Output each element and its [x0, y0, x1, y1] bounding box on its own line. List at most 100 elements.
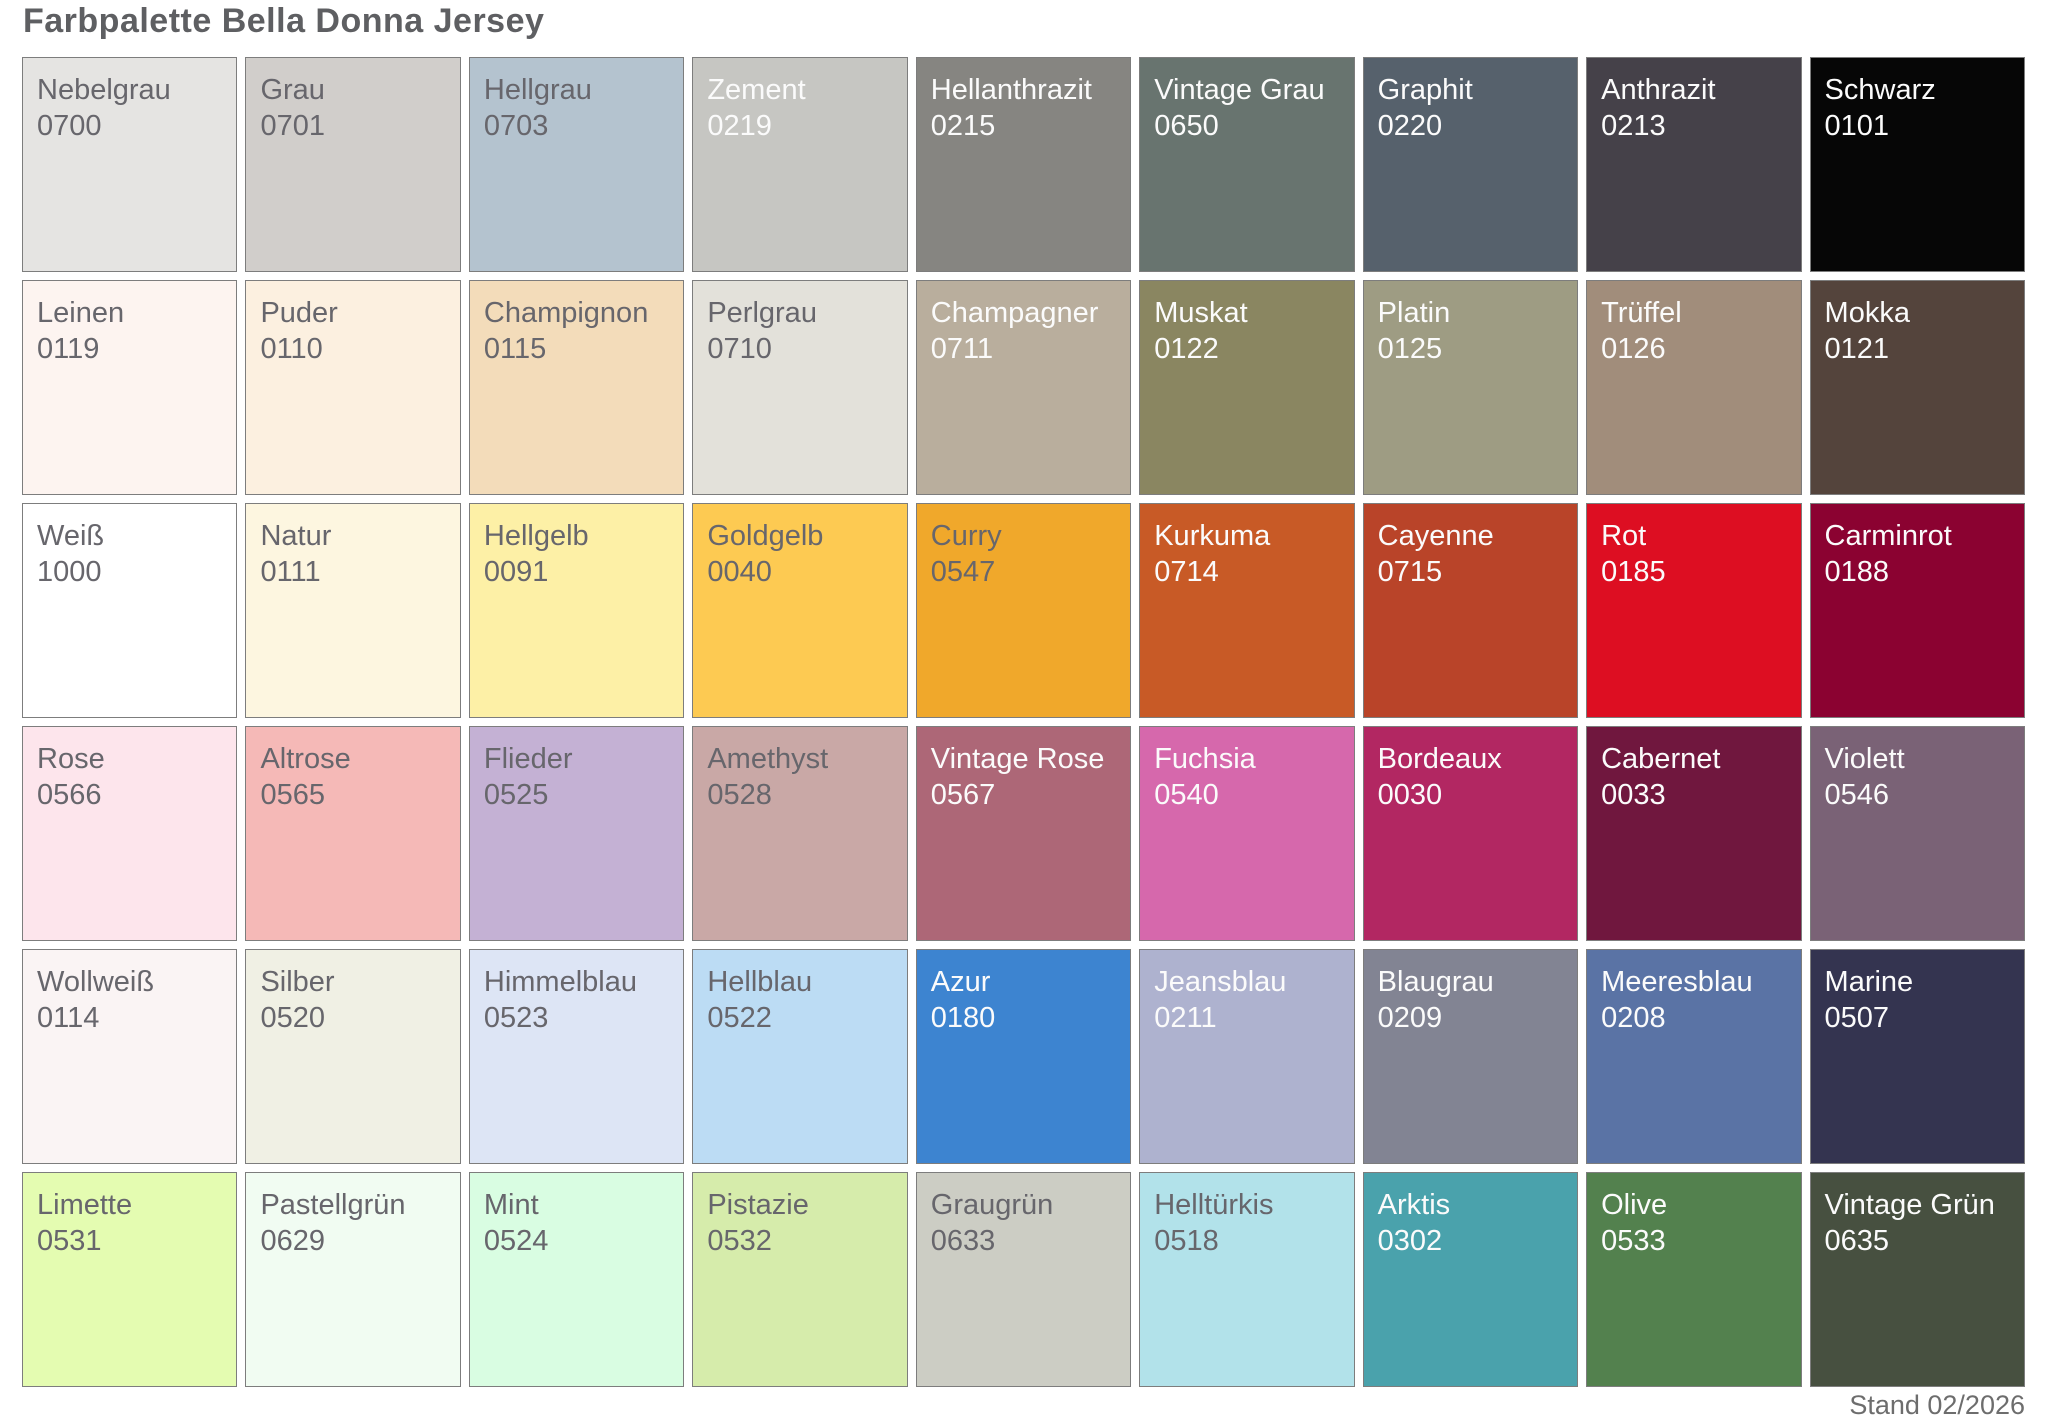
swatch-name-label: Kurkuma [1154, 520, 1271, 552]
swatch-0714: Kurkuma 0714 [1139, 503, 1355, 718]
swatch-name-label: Arktis [1377, 1189, 1451, 1221]
swatch-code-label: 0213 [1601, 110, 1666, 142]
swatch-code-label: 0033 [1601, 779, 1666, 811]
swatch-0523: Himmelblau 0523 [468, 949, 685, 1164]
swatch-name-label: Blaugrau [1377, 966, 1494, 998]
swatch-0119: Leinen 0119 [22, 280, 238, 495]
swatch-0302: Arktis 0302 [1362, 1172, 1579, 1387]
swatch-name-label: Mokka [1824, 297, 1910, 329]
swatch-name-label: Cabernet [1601, 743, 1721, 775]
swatch-0040: Goldgelb 0040 [692, 503, 908, 718]
swatch-name-label: Hellanthrazit [930, 74, 1092, 106]
swatch-code-label: 0650 [1154, 110, 1219, 142]
swatch-code-label: 0209 [1377, 1002, 1443, 1034]
swatch-name-label: Violett [1824, 743, 1905, 775]
swatch-0629: Pastellgrün 0629 [245, 1172, 461, 1387]
swatch-name-label: Mint [483, 1189, 539, 1221]
swatch-code-label: 0122 [1154, 333, 1219, 365]
swatch-name-label: Graugrün [930, 1189, 1054, 1221]
swatch-code-label: 0714 [1154, 556, 1219, 588]
swatch-0122: Muskat 0122 [1139, 280, 1355, 495]
swatch-0188: Carminrot 0188 [1809, 503, 2025, 718]
palette-grid: Nebelgrau 0700 Grau 0701 Hellgrau 0703 Zement 0… [22, 57, 2025, 1387]
swatch-code-label: 0540 [1154, 779, 1219, 811]
swatch-code-label: 0566 [37, 779, 102, 811]
swatch-0111: Natur 0111 [245, 503, 461, 718]
swatch-code-label: 0522 [707, 1002, 772, 1034]
swatch-code-label: 0126 [1601, 333, 1666, 365]
swatch-0650: Vintage Grau 0650 [1139, 57, 1355, 272]
swatch-0101: Schwarz 0101 [1809, 57, 2025, 272]
swatch-name-label: Azur [930, 966, 991, 998]
swatch-0209: Blaugrau 0209 [1362, 949, 1579, 1164]
swatch-0566: Rose 0566 [22, 726, 238, 941]
swatch-code-label: 0531 [37, 1225, 102, 1257]
swatch-code-label: 0700 [37, 110, 102, 142]
swatch-0524: Mint 0524 [468, 1172, 685, 1387]
swatch-0567: Vintage Rose 0567 [915, 726, 1132, 941]
swatch-0126: Trüffel 0126 [1586, 280, 1802, 495]
swatch-0213: Anthrazit 0213 [1586, 57, 1802, 272]
swatch-name-label: Schwarz [1824, 74, 1936, 106]
swatch-name-label: Marine [1824, 966, 1914, 998]
swatch-code-label: 0114 [37, 1002, 100, 1034]
swatch-code-label: 0710 [707, 333, 772, 365]
swatch-code-label: 0119 [37, 333, 100, 365]
swatch-code-label: 1000 [37, 556, 102, 588]
swatch-0528: Amethyst 0528 [692, 726, 908, 941]
swatch-code-label: 0701 [260, 110, 325, 142]
swatch-code-label: 0185 [1601, 556, 1666, 588]
swatch-0546: Violett 0546 [1809, 726, 2025, 941]
swatch-name-label: Carminrot [1824, 520, 1952, 552]
swatch-0532: Pistazie 0532 [692, 1172, 908, 1387]
swatch-code-label: 0121 [1824, 333, 1890, 365]
swatch-0715: Cayenne 0715 [1362, 503, 1579, 718]
swatch-name-label: Olive [1601, 1189, 1668, 1221]
swatch-0710: Perlgrau 0710 [692, 280, 908, 495]
swatch-name-label: Hellblau [707, 966, 813, 998]
swatch-name-label: Jeansblau [1154, 966, 1287, 998]
swatch-code-label: 0125 [1377, 333, 1443, 365]
swatch-1000: Weiß 1000 [22, 503, 238, 718]
swatch-code-label: 0520 [260, 1002, 325, 1034]
swatch-name-label: Cayenne [1377, 520, 1494, 552]
swatch-name-label: Weiß [37, 520, 105, 552]
swatch-0185: Rot 0185 [1586, 503, 1802, 718]
swatch-0711: Champagner 0711 [915, 280, 1132, 495]
swatch-code-label: 0565 [260, 779, 325, 811]
swatch-0091: Hellgelb 0091 [468, 503, 685, 718]
swatch-name-label: Rot [1601, 520, 1647, 552]
swatch-name-label: Flieder [483, 743, 573, 775]
swatch-name-label: Anthrazit [1601, 74, 1716, 106]
swatch-code-label: 0111 [260, 556, 321, 588]
swatch-code-label: 0091 [483, 556, 549, 588]
swatch-0030: Bordeaux 0030 [1362, 726, 1579, 941]
swatch-code-label: 0219 [707, 110, 772, 142]
swatch-0211: Jeansblau 0211 [1139, 949, 1355, 1164]
swatch-name-label: Puder [260, 297, 338, 329]
swatch-name-label: Leinen [37, 297, 125, 329]
swatch-name-label: Champagner [930, 297, 1099, 329]
swatch-code-label: 0208 [1601, 1002, 1666, 1034]
swatch-code-label: 0215 [930, 110, 996, 142]
swatch-0547: Curry 0547 [915, 503, 1132, 718]
swatch-code-label: 0040 [707, 556, 772, 588]
swatch-0565: Altrose 0565 [245, 726, 461, 941]
swatch-name-label: Trüffel [1601, 297, 1682, 329]
swatch-name-label: Hellgelb [483, 520, 589, 552]
swatch-name-label: Natur [260, 520, 332, 552]
footer-date: Stand 02/2026 [1849, 1390, 2025, 1420]
swatch-code-label: 0507 [1824, 1002, 1890, 1034]
swatch-0700: Nebelgrau 0700 [22, 57, 238, 272]
swatch-code-label: 0715 [1377, 556, 1443, 588]
swatch-code-label: 0302 [1377, 1225, 1443, 1257]
swatch-name-label: Perlgrau [707, 297, 817, 329]
swatch-code-label: 0518 [1154, 1225, 1219, 1257]
swatch-0115: Champignon 0115 [468, 280, 685, 495]
swatch-code-label: 0188 [1824, 556, 1890, 588]
swatch-0125: Platin 0125 [1362, 280, 1579, 495]
swatch-name-label: Silber [260, 966, 335, 998]
swatch-name-label: Helltürkis [1154, 1189, 1274, 1221]
swatch-0701: Grau 0701 [245, 57, 461, 272]
swatch-code-label: 0523 [483, 1002, 549, 1034]
